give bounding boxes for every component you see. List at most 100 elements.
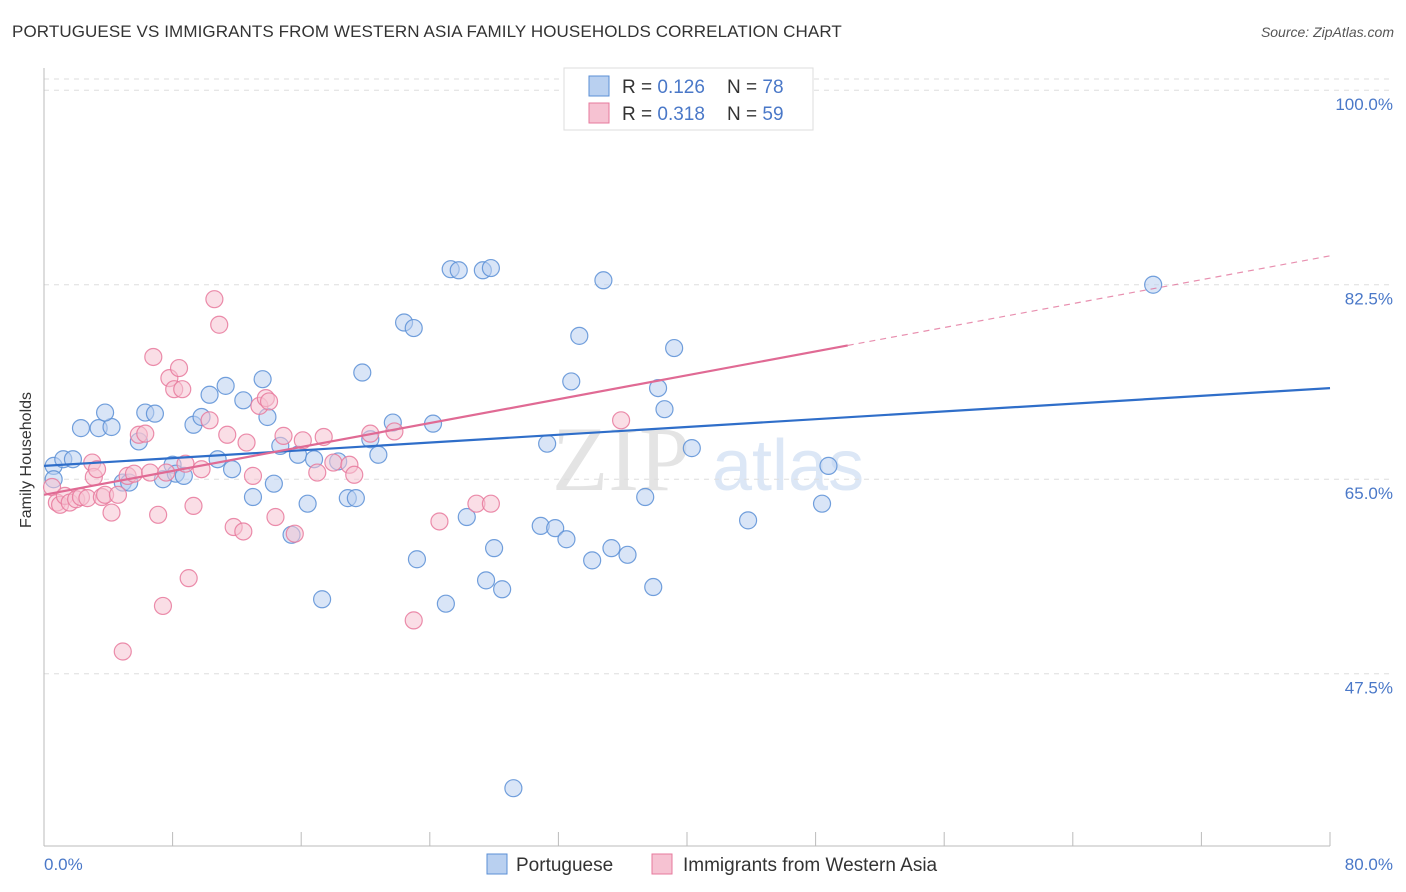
bottom-legend: Portuguese Immigrants from Western Asia	[486, 853, 938, 876]
portuguese-point	[682, 439, 701, 458]
portuguese-point	[208, 450, 227, 469]
bottom-legend-label-portuguese: Portuguese	[516, 855, 613, 876]
immigrants-point	[259, 392, 279, 411]
portuguese-point	[71, 419, 91, 438]
immigrants-point	[210, 315, 229, 334]
immigrants-point	[243, 466, 263, 485]
data-points	[42, 75, 1163, 798]
portuguese-point	[436, 594, 455, 613]
immigrants-trend-line-dashed	[847, 255, 1331, 347]
immigrants-point	[234, 522, 253, 541]
immigrants-point	[140, 463, 160, 482]
source-label: Source: ZipAtlas.com	[1260, 24, 1394, 40]
immigrants-point	[102, 503, 121, 522]
immigrants-point	[179, 569, 198, 588]
portuguese-point	[812, 494, 832, 513]
portuguese-point	[353, 363, 372, 382]
portuguese-point	[493, 580, 512, 599]
immigrants-point	[266, 507, 285, 527]
y-tick-label: 82.5%	[1345, 290, 1393, 309]
portuguese-point	[570, 326, 589, 345]
portuguese-point	[583, 551, 602, 570]
portuguese-point	[618, 545, 637, 564]
y-tick-label: 47.5%	[1345, 679, 1393, 698]
immigrants-point	[274, 426, 293, 445]
immigrants-point	[149, 505, 168, 524]
immigrants-point	[192, 460, 211, 479]
portuguese-point	[1144, 275, 1163, 294]
y-tick-label: 65.0%	[1345, 484, 1393, 503]
portuguese-point	[457, 507, 476, 527]
portuguese-point	[253, 370, 272, 389]
portuguese-point	[819, 456, 838, 475]
immigrants-point	[200, 411, 219, 430]
immigrants-point	[87, 460, 107, 479]
immigrants-point	[173, 380, 192, 399]
tick-labels: 47.5% 65.0% 82.5% 100.0% 0.0% 80.0%	[44, 95, 1393, 874]
portuguese-point	[562, 372, 581, 391]
immigrants-point	[324, 453, 343, 472]
immigrants-point	[136, 424, 155, 443]
immigrants-point	[430, 512, 449, 531]
immigrants-point	[184, 496, 203, 516]
immigrants-trend-line	[43, 344, 848, 496]
legend-stats: R = 0.126 N = 78	[622, 77, 784, 98]
portuguese-point	[346, 489, 365, 508]
immigrants-point	[218, 425, 237, 444]
immigrants-point	[113, 642, 132, 661]
bottom-legend-label-immigrants: Immigrants from Western Asia	[683, 855, 938, 876]
portuguese-point	[655, 400, 674, 419]
portuguese-point	[504, 779, 523, 798]
portuguese-point	[200, 385, 219, 404]
bottom-legend-swatch-portuguese	[486, 853, 508, 875]
y-tick-label: 100.0%	[1335, 95, 1393, 114]
portuguese-point	[298, 494, 317, 513]
portuguese-point	[481, 258, 500, 278]
portuguese-point	[95, 403, 115, 422]
portuguese-point	[145, 404, 165, 423]
immigrants-point	[153, 596, 173, 616]
immigrants-point	[481, 494, 500, 513]
immigrants-point	[108, 485, 128, 504]
immigrants-point	[169, 358, 189, 378]
x-tick-label: 0.0%	[44, 855, 83, 874]
portuguese-point	[738, 511, 758, 530]
portuguese-point	[665, 338, 684, 358]
portuguese-trend-line	[43, 386, 1331, 467]
portuguese-point	[369, 445, 388, 464]
portuguese-point	[557, 530, 576, 549]
legend-stats: R = 0.318 N = 59	[622, 104, 784, 125]
immigrants-point	[293, 431, 312, 450]
legend-swatch-portuguese	[588, 75, 610, 97]
immigrants-point	[404, 611, 423, 630]
watermark-atlas: atlas	[712, 426, 864, 506]
immigrants-point	[611, 411, 631, 430]
portuguese-point	[264, 474, 283, 493]
immigrants-point	[237, 433, 256, 452]
x-tick-label: 80.0%	[1345, 855, 1393, 874]
immigrants-point	[345, 465, 364, 484]
immigrants-point	[285, 524, 304, 543]
portuguese-point	[216, 376, 235, 395]
axes	[43, 68, 1331, 847]
portuguese-point	[546, 519, 565, 538]
immigrants-point	[308, 463, 327, 482]
portuguese-point	[404, 318, 423, 338]
portuguese-point	[485, 539, 504, 558]
portuguese-point	[222, 460, 242, 479]
portuguese-point	[538, 434, 557, 453]
portuguese-point	[407, 550, 427, 569]
bottom-legend-swatch-immigrants	[651, 853, 673, 875]
grid-lines	[44, 78, 1392, 675]
portuguese-point	[636, 487, 655, 507]
portuguese-point	[476, 571, 496, 590]
legend-swatch-immigrants	[588, 102, 610, 124]
immigrants-point	[205, 290, 224, 309]
immigrants-point	[144, 347, 163, 367]
legend: R = 0.126 N = 78 R = 0.318 N = 59	[563, 67, 814, 131]
portuguese-point	[594, 271, 613, 290]
portuguese-point	[312, 590, 332, 609]
portuguese-point	[644, 577, 663, 597]
portuguese-point	[234, 391, 253, 410]
